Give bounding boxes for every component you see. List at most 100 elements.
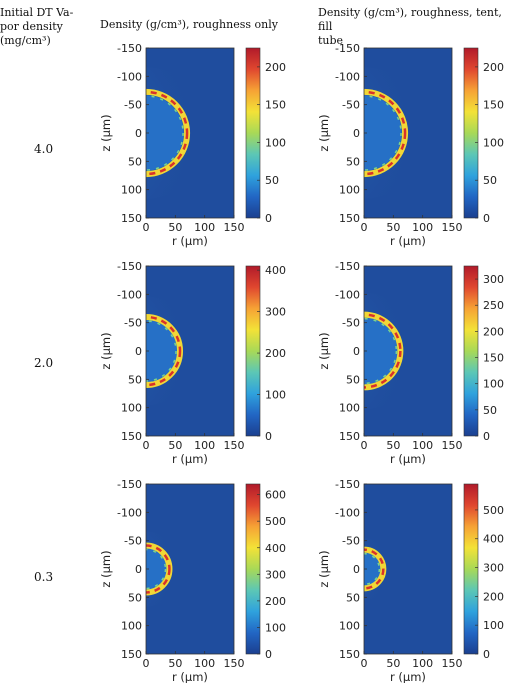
header-roughness-tent-fill-line1: Density (g/cm³), roughness, tent, fill (318, 6, 502, 33)
x-tick-label: 50 (168, 221, 182, 234)
y-tick-label: -50 (342, 317, 360, 330)
y-tick-label: -150 (335, 42, 360, 55)
colorbar-tick-label: 500 (483, 504, 504, 517)
colorbar-tick-label: 300 (265, 568, 286, 581)
y-tick-label: 50 (346, 591, 360, 604)
header-initial-density-line2: por density (0, 20, 63, 33)
header-initial-density-line1: Initial DT Va- (0, 6, 74, 19)
row-label-2-0: 2.0 (34, 356, 54, 370)
shell-peak-density (146, 315, 182, 387)
y-tick-label: -100 (335, 288, 360, 301)
y-tick-label: -150 (117, 260, 142, 273)
row-label-0-3: 0.3 (34, 570, 54, 584)
x-tick-label: 50 (386, 221, 400, 234)
shell-peak-density (146, 544, 171, 594)
y-tick-label: 100 (121, 402, 142, 415)
y-tick-label: -100 (117, 70, 142, 83)
y-axis-label: z (μm) (99, 114, 113, 151)
y-tick-label: 0 (353, 345, 360, 358)
header-initial-density-line3: (mg/cm³) (0, 34, 51, 47)
colorbar-tick-label: 200 (265, 61, 286, 74)
x-tick-label: 100 (194, 439, 215, 452)
header-roughness-only: Density (g/cm³), roughness only (100, 18, 278, 31)
x-tick-label: 150 (224, 657, 245, 670)
colorbar-tick-label: 200 (483, 590, 504, 603)
y-tick-label: 0 (135, 563, 142, 576)
shell-interior (146, 319, 178, 383)
colorbar-tick-label: 200 (265, 347, 286, 360)
colorbar-tick-label: 100 (483, 378, 504, 391)
colorbar-tick-label: 100 (483, 136, 504, 149)
heatmap-panel: -150 -100 -50 0 50 100 150 0 50 100 150 r (μm) z (μm… (317, 260, 504, 466)
x-tick-label: 100 (194, 221, 215, 234)
y-tick-label: 150 (121, 430, 142, 443)
colorbar-tick-label: 0 (483, 430, 490, 443)
colorbar-tick-label: 200 (483, 61, 504, 74)
x-tick-label: 150 (442, 221, 463, 234)
y-tick-label: -150 (335, 260, 360, 273)
y-tick-label: 150 (339, 212, 360, 225)
y-tick-label: 150 (339, 430, 360, 443)
y-tick-label: 50 (346, 373, 360, 386)
colorbar-tick-label: 300 (483, 273, 504, 286)
colorbar-tick-label: 150 (483, 352, 504, 365)
x-tick-label: 50 (168, 657, 182, 670)
colorbar-tick-label: 250 (483, 299, 504, 312)
y-tick-label: 50 (346, 155, 360, 168)
x-axis-label: r (μm) (172, 452, 208, 466)
colorbar (463, 47, 479, 219)
shell-spikes (146, 95, 184, 171)
y-tick-label: 0 (353, 563, 360, 576)
colorbar (245, 483, 261, 655)
colorbar-tick-label: 100 (265, 389, 286, 402)
colorbar-tick-label: 500 (265, 515, 286, 528)
colorbar (245, 265, 261, 437)
y-tick-label: 100 (339, 620, 360, 633)
x-tick-label: 100 (412, 439, 433, 452)
x-axis-label: r (μm) (390, 670, 426, 683)
y-tick-label: 100 (121, 184, 142, 197)
x-tick-label: 100 (412, 657, 433, 670)
y-tick-label: -100 (335, 70, 360, 83)
y-axis-label: z (μm) (317, 114, 331, 151)
y-tick-label: -50 (342, 535, 360, 548)
colorbar-tick-label: 300 (483, 562, 504, 575)
shell-spikes (364, 95, 402, 171)
colorbar-tick-label: 400 (483, 533, 504, 546)
x-axis-label: r (μm) (390, 234, 426, 248)
shell-peak-density (146, 90, 189, 176)
shell-interior (146, 95, 184, 171)
colorbar (463, 265, 479, 437)
x-tick-label: 150 (442, 439, 463, 452)
x-tick-label: 50 (386, 439, 400, 452)
colorbar-tick-label: 400 (265, 542, 286, 555)
y-tick-label: 50 (128, 591, 142, 604)
colorbar-tick-label: 50 (483, 404, 497, 417)
y-axis-label: z (μm) (317, 332, 331, 369)
y-tick-label: 150 (121, 648, 142, 661)
colorbar-tick-label: 50 (265, 174, 279, 187)
x-tick-label: 50 (386, 657, 400, 670)
y-tick-label: 150 (121, 212, 142, 225)
x-tick-label: 100 (194, 657, 215, 670)
colorbar (245, 47, 261, 219)
x-tick-label: 0 (361, 221, 368, 234)
shell-spikes (364, 552, 381, 586)
x-tick-label: 50 (168, 439, 182, 452)
shell-interior (364, 95, 402, 171)
colorbar-tick-label: 600 (265, 489, 286, 502)
row-label-4-0: 4.0 (34, 142, 54, 156)
y-tick-label: -150 (335, 478, 360, 491)
x-axis-label: r (μm) (390, 452, 426, 466)
x-tick-label: 0 (143, 439, 150, 452)
colorbar-tick-label: 100 (265, 621, 286, 634)
colorbar-tick-label: 400 (265, 264, 286, 277)
y-tick-label: -50 (342, 99, 360, 112)
y-tick-label: -100 (335, 506, 360, 519)
